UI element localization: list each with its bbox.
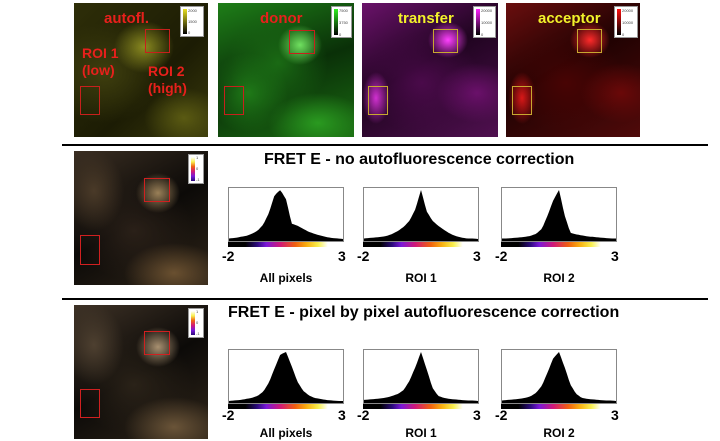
roi1-box xyxy=(224,86,244,115)
intensity-scalebar: 20000 10000 0 xyxy=(614,6,638,38)
section-title-uncorrected: FRET E - no autofluorescence correction xyxy=(264,151,575,168)
roi1-annotation: ROI 1 (low) xyxy=(82,45,119,78)
roi1-box xyxy=(80,86,100,115)
histogram-all-pixels: -2 3 All pixels xyxy=(222,349,358,441)
roi2-box xyxy=(144,331,170,355)
panel-label-autofl: autofl. xyxy=(104,10,149,27)
roi1-box xyxy=(80,389,100,418)
donor-image: donor 7500 3750 0 xyxy=(218,3,354,137)
histogram-roi1: -2 3 ROI 1 xyxy=(357,349,493,441)
histogram-fill xyxy=(364,190,478,241)
roi2-box xyxy=(145,29,170,53)
roi2-box xyxy=(577,29,602,53)
fret-efficiency-image-corrected: 1 0 -1 xyxy=(74,305,208,439)
histogram-fill xyxy=(229,352,343,403)
roi1-box xyxy=(80,235,100,265)
section-divider xyxy=(62,298,708,300)
roi2-box xyxy=(144,178,170,202)
intensity-scalebar: 7500 3750 0 xyxy=(331,6,352,38)
intensity-scalebar: 20000 10000 0 xyxy=(473,6,496,38)
section-divider xyxy=(62,144,708,146)
intensity-scalebar: 2000 1500 0 xyxy=(180,6,204,37)
roi2-annotation: ROI 2 (high) xyxy=(148,63,187,96)
roi1-box xyxy=(512,86,532,115)
histogram-roi2: -2 3 ROI 2 xyxy=(495,349,631,441)
roi2-box xyxy=(289,30,315,54)
histogram-fill xyxy=(229,190,343,241)
histogram-all-pixels: -2 3 All pixels xyxy=(222,187,358,287)
roi2-box xyxy=(433,29,458,53)
autofluorescence-image: autofl. ROI 1 (low) ROI 2 (high) 2000 15… xyxy=(74,3,208,137)
histogram-roi2: -2 3 ROI 2 xyxy=(495,187,631,287)
histogram-fill xyxy=(364,352,478,403)
roi1-box xyxy=(368,86,388,115)
panel-label-donor: donor xyxy=(260,10,303,27)
fret-scalebar: 1 0 -1 xyxy=(188,308,204,338)
acceptor-image: acceptor 20000 10000 0 xyxy=(506,3,640,137)
fret-scalebar: 1 0 -1 xyxy=(188,154,204,184)
histogram-fill xyxy=(502,190,616,241)
fret-efficiency-image-uncorrected: 1 0 -1 xyxy=(74,151,208,285)
panel-label-transfer: transfer xyxy=(398,10,454,27)
histogram-fill xyxy=(502,352,616,403)
histogram-roi1: -2 3 ROI 1 xyxy=(357,187,493,287)
panel-label-acceptor: acceptor xyxy=(538,10,601,27)
transfer-image: transfer 20000 10000 0 xyxy=(362,3,498,137)
section-title-corrected: FRET E - pixel by pixel autofluorescence… xyxy=(228,304,620,321)
